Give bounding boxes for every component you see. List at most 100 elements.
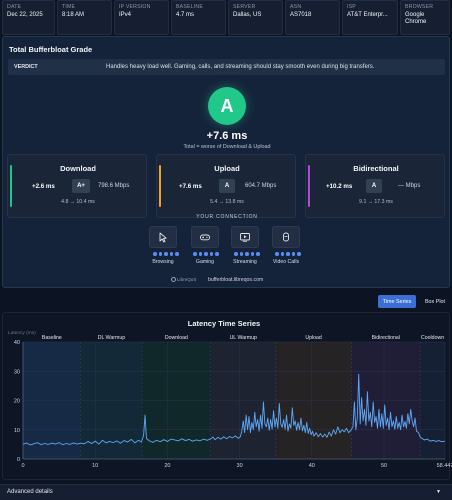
metric-title: Upload: [214, 164, 240, 173]
video-calls-rating: [275, 252, 301, 256]
y-tick-label: 30: [14, 369, 20, 375]
info-value: Dallas, US: [233, 12, 262, 18]
metric-range: 5.4 → 13.8 ms: [210, 199, 244, 205]
gaming-tile: [191, 226, 219, 248]
site-url-link[interactable]: bufferbloat.libreqos.com: [208, 277, 264, 283]
gamepad-icon: [200, 234, 210, 241]
gaming-rating: [193, 252, 219, 256]
verdict-row: VERDICT Handles heavy load well. Gaming,…: [8, 59, 445, 75]
info-cell-isp: ISP AT&T Enterpr...: [342, 0, 398, 35]
metric-delta: +10.2 ms: [326, 183, 353, 190]
info-label: DATE: [7, 4, 22, 10]
download-accent-bar: [10, 165, 12, 207]
x-tick-label: 30: [237, 463, 243, 469]
metric-speed: 798.6 Mbps: [98, 183, 130, 189]
play-screen-icon: [240, 233, 250, 242]
grade-note: Total = worse of Download & Upload: [183, 144, 271, 150]
grade-card: Total Bufferbloat Grade VERDICT Handles …: [2, 36, 450, 288]
info-label: BROWSER: [405, 4, 434, 10]
advanced-details-toggle[interactable]: Advanced details ▼: [0, 484, 452, 500]
verdict-label: VERDICT: [14, 64, 38, 70]
bidirectional-accent-bar: [308, 165, 310, 207]
metric-grade-badge: A: [219, 179, 235, 193]
camera-icon: [283, 232, 289, 242]
metric-title: Download: [60, 164, 96, 173]
x-tick-label: 40: [309, 463, 315, 469]
info-label: ISP: [347, 4, 356, 10]
metric-delta: +7.6 ms: [179, 183, 202, 190]
time-series-toggle[interactable]: Time Series: [378, 295, 416, 308]
connection-title: YOUR CONNECTION: [196, 214, 258, 220]
video-calls-tile: [272, 226, 300, 248]
browsing-tile: [149, 226, 177, 248]
upload-accent-bar: [159, 165, 161, 207]
info-label: IP VERSION: [119, 4, 151, 10]
info-value: 4.7 ms: [176, 12, 195, 18]
x-tick-label: 50: [381, 463, 387, 469]
metric-range: 4.8 → 10.4 ms: [61, 199, 95, 205]
browsing-rating: [153, 252, 179, 256]
info-value: AT&T Enterpr...: [347, 12, 388, 18]
info-cell-date: DATE Dec 22, 2025: [2, 0, 55, 35]
phase-label: Bidirectional: [372, 335, 400, 341]
y-tick-label: 40: [14, 340, 20, 346]
streaming-label: Streaming: [233, 259, 257, 265]
x-tick-label: 58.447: [437, 463, 452, 469]
info-label: ASN: [290, 4, 302, 10]
advanced-details-label: Advanced details: [7, 489, 53, 495]
logo-icon: [171, 277, 176, 283]
chevron-down-icon: ▼: [436, 489, 441, 495]
box-plot-toggle[interactable]: Box Plot: [419, 295, 451, 308]
metric-range: 9.1 → 17.3 ms: [359, 199, 393, 205]
info-label: BASELINE: [176, 4, 203, 10]
grade-badge: A: [208, 87, 246, 125]
y-tick-label: 10: [14, 428, 20, 434]
chart-title: Latency Time Series: [187, 319, 261, 328]
latency-time-series-chart: Baseline DL Warmup Download UL Warmup Upload…: [8, 330, 452, 469]
phase-label: Download: [165, 335, 188, 341]
info-cell-ip-version: IP VERSION IPv4: [114, 0, 169, 35]
y-tick-label: 0: [17, 457, 20, 463]
x-tick-label: 20: [164, 463, 170, 469]
phase-label: DL Warmup: [98, 335, 125, 341]
metric-grade-badge: A: [366, 179, 382, 193]
grade-card-title: Total Bufferbloat Grade: [9, 45, 93, 54]
info-cell-time: TIME 8:18 AM: [57, 0, 112, 35]
libreqos-logo: LibreQoS: [171, 277, 197, 283]
phase-label: Baseline: [42, 335, 62, 341]
streaming-tile: [231, 226, 259, 248]
test-info-bar: DATE Dec 22, 2025 TIME 8:18 AM IP VERSIO…: [0, 0, 452, 35]
info-label: SERVER: [233, 4, 256, 10]
upload-metric-card: Upload +7.6 ms A 604.7 Mbps 5.4 → 13.8 m…: [156, 154, 296, 218]
info-value: Dec 22, 2025: [7, 12, 43, 18]
bidirectional-metric-card: Bidirectional +10.2 ms A — Mbps 9.1 → 17…: [305, 154, 445, 218]
info-label: TIME: [62, 4, 76, 10]
logo-text: LibreQoS: [177, 277, 197, 282]
metric-speed: — Mbps: [398, 183, 421, 189]
info-value: Google Chrome: [405, 12, 427, 25]
info-cell-baseline: BASELINE 4.7 ms: [171, 0, 226, 35]
info-value: AS7018: [290, 12, 312, 18]
video-calls-label: Video Calls: [272, 259, 300, 265]
download-metric-card: Download +2.6 ms A+ 798.6 Mbps 4.8 → 10.…: [7, 154, 147, 218]
info-cell-asn: ASN AS7018: [285, 0, 340, 35]
phase-label: UL Warmup: [230, 335, 257, 341]
metric-grade-badge: A+: [72, 179, 90, 193]
metric-speed: 604.7 Mbps: [245, 183, 277, 189]
y-axis-label: Latency (ms): [8, 330, 36, 336]
info-value: 8:18 AM: [62, 12, 85, 18]
x-tick-label: 10: [92, 463, 98, 469]
info-cell-browser: BROWSER Google Chrome: [400, 0, 450, 35]
metric-title: Bidirectional: [353, 164, 399, 173]
x-tick-label: 0: [21, 463, 24, 469]
y-tick-label: 20: [14, 399, 20, 405]
cursor-icon: [159, 232, 167, 243]
browsing-label: Browsing: [152, 259, 174, 265]
info-cell-server: SERVER Dallas, US: [228, 0, 283, 35]
metric-delta: +2.6 ms: [32, 183, 55, 190]
verdict-text: Handles heavy load well. Gaming, calls, …: [106, 63, 375, 70]
latency-series-line: [22, 373, 446, 446]
info-value: IPv4: [119, 12, 132, 18]
grade-latency-value: +7.6 ms: [206, 130, 248, 142]
